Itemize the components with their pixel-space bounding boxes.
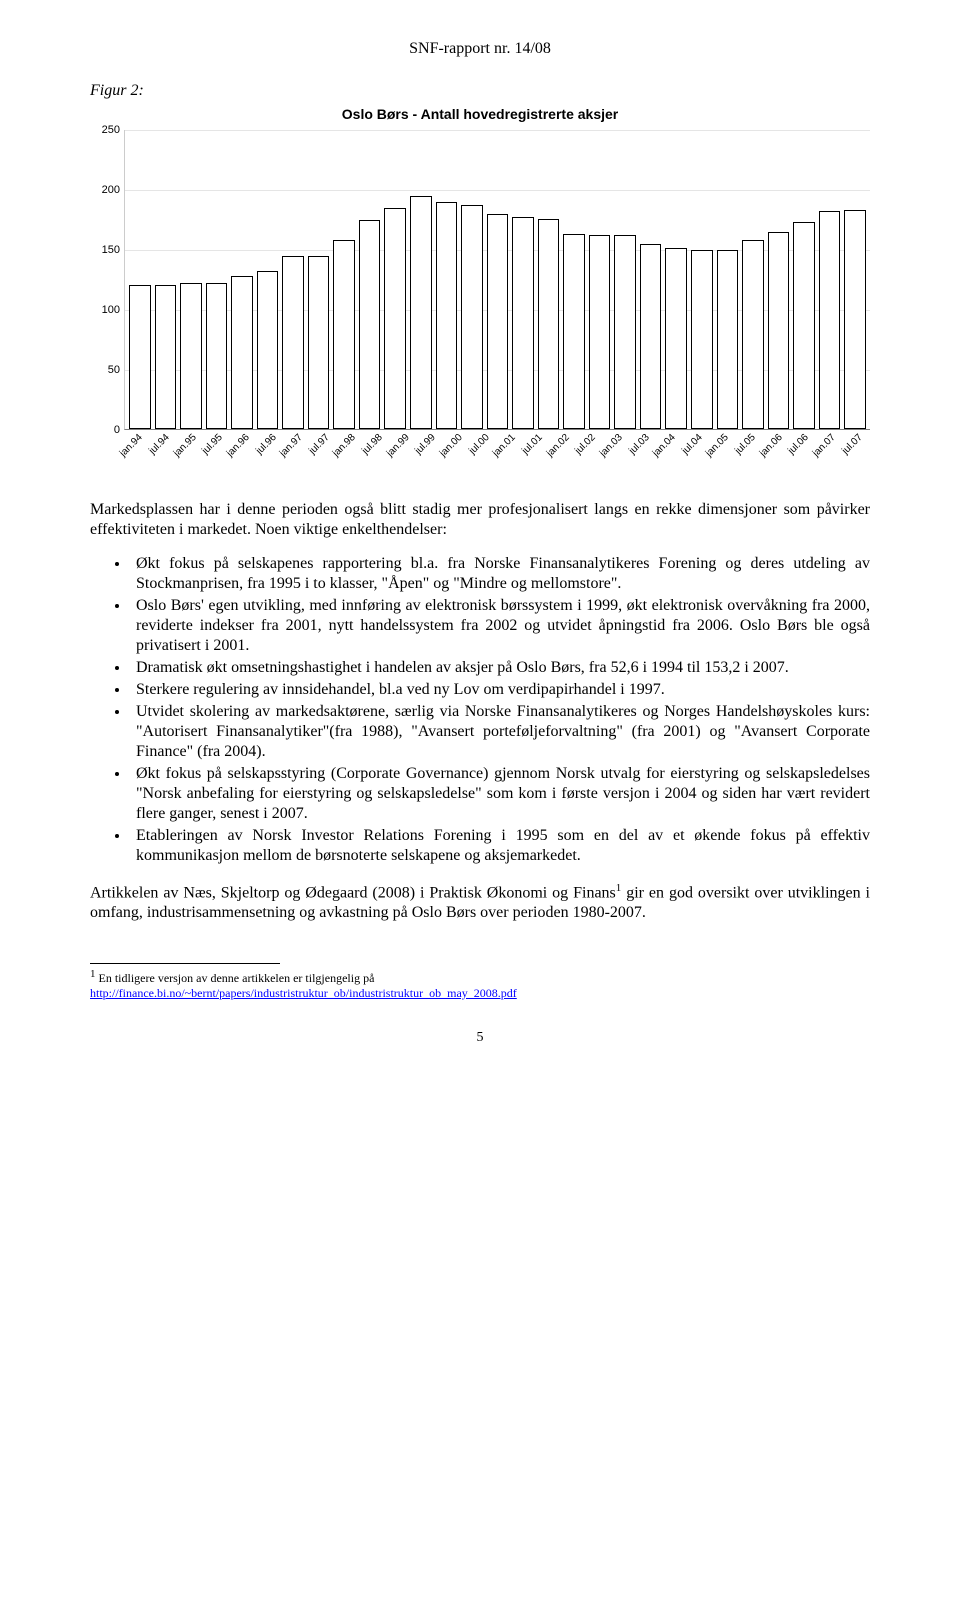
chart-bar [742, 240, 764, 429]
page-container: SNF-rapport nr. 14/08 Figur 2: Oslo Børs… [0, 0, 960, 1096]
chart-bar [665, 248, 687, 429]
chart-area: 050100150200250 [90, 130, 870, 430]
chart-bar [461, 205, 483, 429]
chart-bar [819, 211, 841, 429]
x-tick-label: jan.01 [491, 432, 518, 459]
x-tick-label: jan.98 [331, 432, 358, 459]
x-tick-label: jul.01 [520, 432, 545, 457]
x-tick-label: jul.95 [200, 432, 225, 457]
x-tick-label: jul.03 [627, 432, 652, 457]
bullet-list: Økt fokus på selskapenes rapportering bl… [90, 554, 870, 866]
x-tick-label: jan.02 [544, 432, 571, 459]
page-number: 5 [90, 1030, 870, 1046]
y-tick-label: 50 [90, 364, 120, 376]
chart-bar [691, 250, 713, 429]
x-tick-label: jan.95 [171, 432, 198, 459]
chart-bar [231, 276, 253, 429]
x-tick-label: jan.03 [598, 432, 625, 459]
chart-bar [538, 219, 560, 429]
chart-bar [589, 235, 611, 429]
list-item: Oslo Børs' egen utvikling, med innføring… [130, 596, 870, 656]
chart-bar [180, 283, 202, 429]
chart-bar [257, 271, 279, 429]
list-item: Sterkere regulering av innsidehandel, bl… [130, 680, 870, 700]
footnote-text: En tidligere versjon av denne artikkelen… [96, 971, 375, 985]
x-tick-label: jan.00 [438, 432, 465, 459]
y-tick-label: 0 [90, 424, 120, 436]
y-tick-label: 150 [90, 244, 120, 256]
list-item: Dramatisk økt omsetningshastighet i hand… [130, 658, 870, 678]
x-tick-label: jul.06 [786, 432, 811, 457]
chart-bar [410, 196, 432, 429]
y-tick-label: 250 [90, 124, 120, 136]
chart-bar [793, 222, 815, 429]
chart-bar [512, 217, 534, 429]
chart-wrap: Oslo Børs - Antall hovedregistrerte aksj… [90, 106, 870, 480]
chart-plot [124, 130, 870, 430]
chart-title: Oslo Børs - Antall hovedregistrerte aksj… [90, 106, 870, 122]
chart-bar [487, 214, 509, 429]
x-tick-label: jan.96 [225, 432, 252, 459]
chart-bar [563, 234, 585, 429]
x-tick-label: jul.05 [733, 432, 758, 457]
chart-bars [125, 130, 870, 429]
x-tick-label: jul.94 [147, 432, 172, 457]
list-item: Økt fokus på selskapenes rapportering bl… [130, 554, 870, 594]
x-tick-label: jul.99 [413, 432, 438, 457]
x-axis-labels: jan.94jul.94jan.95jul.95jan.96jul.96jan.… [124, 430, 870, 480]
chart-bar [717, 250, 739, 429]
x-tick-label: jan.97 [278, 432, 305, 459]
chart-bar [768, 232, 790, 429]
x-tick-label: jul.07 [840, 432, 865, 457]
intro-paragraph: Markedsplassen har i denne perioden også… [90, 500, 870, 540]
x-tick-label: jul.96 [254, 432, 279, 457]
x-tick-label: jan.99 [384, 432, 411, 459]
chart-bar [129, 285, 151, 429]
x-tick-label: jul.97 [307, 432, 332, 457]
list-item: Etableringen av Norsk Investor Relations… [130, 826, 870, 866]
y-tick-label: 100 [90, 304, 120, 316]
x-tick-label: jul.02 [573, 432, 598, 457]
chart-bar [155, 285, 177, 429]
chart-bar [384, 208, 406, 429]
footnote-rule [90, 963, 280, 964]
x-tick-label: jul.00 [467, 432, 492, 457]
chart-bar [282, 256, 304, 429]
chart-bar [614, 235, 636, 429]
list-item: Økt fokus på selskapsstyring (Corporate … [130, 764, 870, 824]
y-tick-label: 200 [90, 184, 120, 196]
chart-bar [333, 240, 355, 429]
chart-bar [359, 220, 381, 429]
figure-label: Figur 2: [90, 82, 870, 100]
x-tick-label: jan.04 [651, 432, 678, 459]
chart-bar [308, 256, 330, 429]
report-header: SNF-rapport nr. 14/08 [90, 40, 870, 58]
list-item: Utvidet skolering av markedsaktørene, sæ… [130, 702, 870, 762]
chart-bar [640, 244, 662, 429]
footnote: 1 En tidligere versjon av denne artikkel… [90, 968, 870, 1000]
outro-paragraph: Artikkelen av Næs, Skjeltorp og Ødegaard… [90, 882, 870, 923]
footnote-link[interactable]: http://finance.bi.no/~bernt/papers/indus… [90, 986, 517, 1000]
chart-bar [436, 202, 458, 429]
x-tick-label: jan.05 [704, 432, 731, 459]
x-tick-label: jul.04 [680, 432, 705, 457]
chart-bar [844, 210, 866, 429]
x-tick-label: jul.98 [360, 432, 385, 457]
x-tick-label: jan.07 [811, 432, 838, 459]
outro-text-1: Artikkelen av Næs, Skjeltorp og Ødegaard… [90, 884, 616, 901]
x-tick-label: jan.06 [757, 432, 784, 459]
chart-bar [206, 283, 228, 429]
x-tick-label: jan.94 [118, 432, 145, 459]
